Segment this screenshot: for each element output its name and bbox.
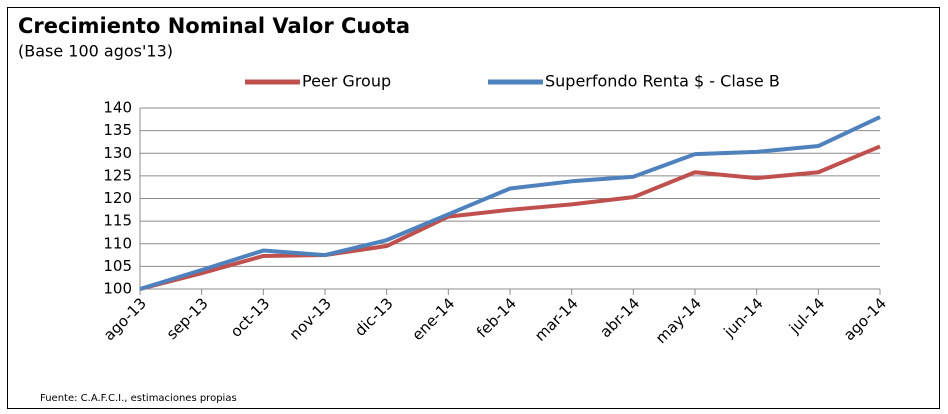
y-tick-label: 120 <box>103 189 132 207</box>
legend-label: Superfondo Renta $ - Clase B <box>545 72 780 91</box>
y-tick-label: 140 <box>103 99 132 117</box>
y-tick-label: 130 <box>103 144 132 162</box>
chart-subtitle: (Base 100 agos'13) <box>18 42 173 61</box>
series-line <box>139 144 881 291</box>
y-tick-label: 110 <box>103 234 132 252</box>
y-tick-label: 100 <box>103 280 132 298</box>
chart-title: Crecimiento Nominal Valor Cuota <box>18 14 410 38</box>
y-tick-label: 105 <box>103 257 132 275</box>
y-tick-label: 125 <box>103 166 132 184</box>
source-note: Fuente: C.A.F.C.I., estimaciones propias <box>40 393 237 404</box>
y-tick-label: 115 <box>103 212 132 230</box>
y-tick-label: 135 <box>103 121 132 139</box>
series-line <box>139 115 881 291</box>
legend-label: Peer Group <box>302 72 391 91</box>
chart-frame <box>7 7 940 409</box>
